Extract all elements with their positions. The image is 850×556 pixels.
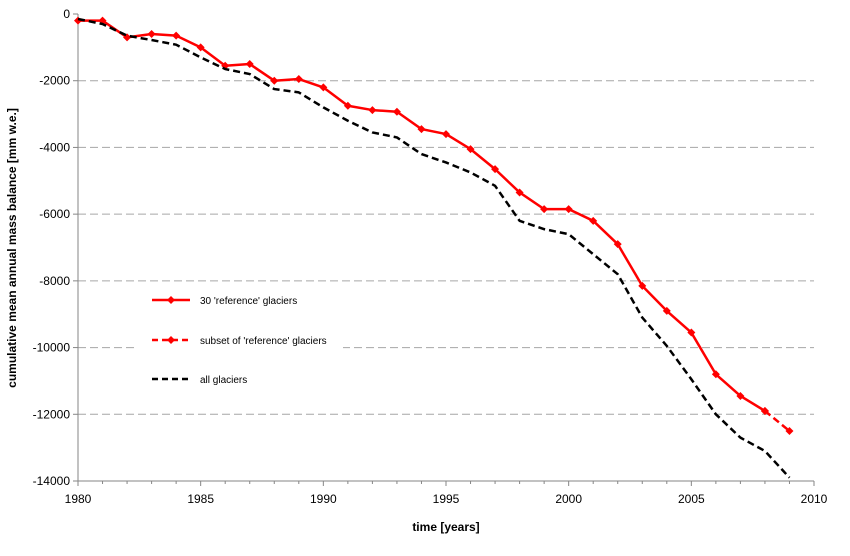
data-point — [270, 76, 279, 85]
legend-entry-bg — [138, 291, 343, 309]
legend-label: 30 'reference' glaciers — [200, 296, 297, 307]
x-tick-label: 1985 — [187, 492, 214, 506]
data-point — [687, 328, 696, 337]
data-point — [785, 426, 794, 435]
data-point — [760, 406, 769, 415]
x-tick-label: 2000 — [555, 492, 582, 506]
series-line — [764, 409, 791, 432]
data-point — [417, 125, 426, 134]
legend: 30 'reference' glaciers subset of 'refere… — [138, 291, 343, 388]
data-point — [368, 106, 377, 115]
data-point — [167, 336, 175, 344]
data-point — [638, 281, 647, 290]
data-point — [540, 205, 549, 214]
legend-label: all glaciers — [200, 375, 247, 386]
x-tick-label: 1980 — [65, 492, 92, 506]
data-point — [564, 205, 573, 214]
data-point — [245, 60, 254, 69]
legend-label: subset of 'reference' glaciers — [200, 336, 327, 347]
data-point — [613, 240, 622, 249]
data-point — [662, 306, 671, 315]
x-tick-label: 1990 — [310, 492, 337, 506]
data-point — [491, 165, 500, 174]
y-tick-label: -14000 — [33, 474, 71, 488]
y-tick-label: 0 — [63, 7, 70, 21]
series-line — [77, 17, 791, 479]
y-tick-label: -8000 — [39, 274, 70, 288]
data-point — [147, 30, 156, 39]
x-axis-ticks: 1980 1985 1990 1995 2000 2005 2010 — [65, 481, 828, 506]
data-point — [515, 188, 524, 197]
data-point — [392, 107, 401, 116]
x-tick-label: 2010 — [801, 492, 828, 506]
data-point — [172, 31, 181, 40]
y-tick-label: -10000 — [33, 341, 71, 355]
y-tick-label: -6000 — [39, 207, 70, 221]
y-axis-ticks: 0 -2000 -4000 -6000 -8000 -10000 -12000 -14000 — [33, 7, 78, 488]
y-tick-label: -2000 — [39, 74, 70, 88]
y-tick-label: -12000 — [33, 407, 71, 421]
data-point — [167, 296, 175, 304]
legend-entry-bg — [138, 331, 343, 349]
series-line — [78, 19, 766, 413]
series-layer — [74, 16, 794, 479]
x-tick-label: 2005 — [678, 492, 705, 506]
y-axis-title: cumulative mean annual mass balance [mm … — [5, 108, 19, 388]
data-point — [294, 75, 303, 84]
legend-entry-bg — [138, 370, 343, 388]
data-point — [711, 370, 720, 379]
data-point — [736, 391, 745, 400]
data-point — [196, 43, 205, 52]
x-tick-label: 1995 — [433, 492, 460, 506]
data-point — [343, 101, 352, 110]
data-point — [442, 130, 450, 139]
data-point — [589, 216, 598, 225]
data-point — [319, 83, 328, 92]
x-axis-title: time [years] — [412, 520, 479, 534]
data-point — [466, 145, 475, 154]
y-tick-label: -4000 — [39, 140, 70, 154]
plot-area — [77, 14, 814, 482]
